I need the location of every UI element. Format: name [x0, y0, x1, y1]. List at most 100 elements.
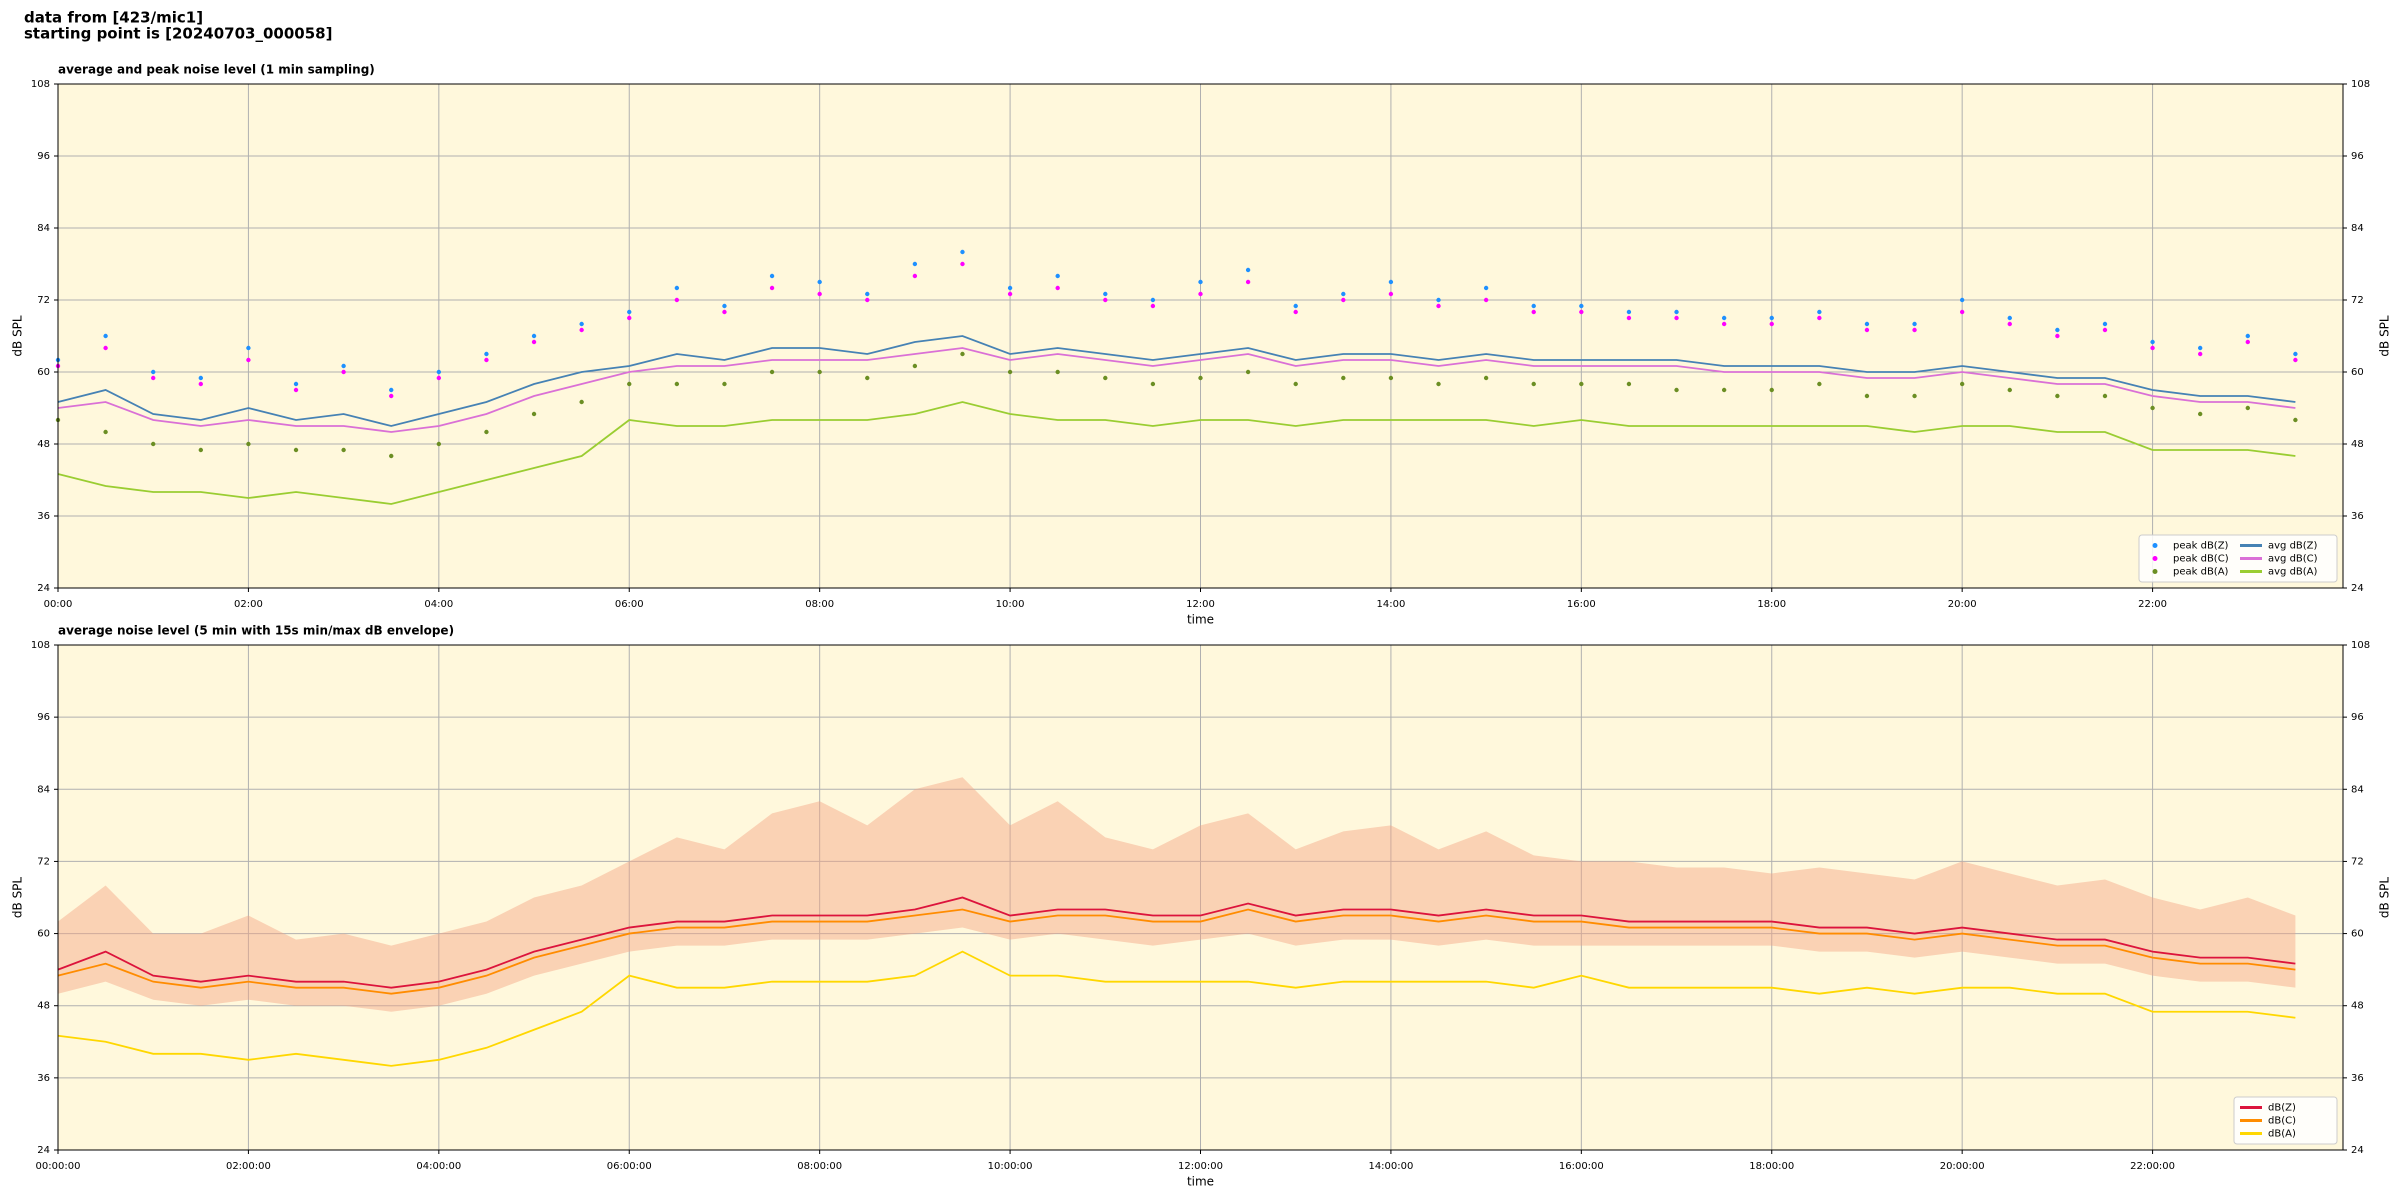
y-tick-label: 36	[37, 1073, 50, 1084]
peak-point	[674, 285, 680, 291]
y-tick-label: 24	[37, 1145, 50, 1156]
x-tick-label: 22:00:00	[2130, 1161, 2175, 1172]
peak-point	[579, 399, 584, 405]
peak-point	[341, 363, 346, 369]
peak-point	[1103, 291, 1108, 297]
peak-point	[1912, 327, 1917, 333]
series-line	[57, 950, 2296, 1067]
y-tick-label-right: 36	[2351, 511, 2364, 522]
series-line	[57, 335, 2296, 427]
peak-point	[1912, 321, 1917, 327]
peak-point	[1579, 303, 1584, 309]
peak-point	[1055, 273, 1060, 279]
peak-point	[1817, 309, 1822, 315]
peak-point	[1341, 291, 1346, 297]
peak-point	[1721, 387, 1727, 393]
peak-point	[436, 441, 442, 447]
peak-point	[484, 429, 489, 435]
x-tick-label: 16:00	[1567, 599, 1596, 610]
x-tick-label: 20:00	[1948, 599, 1977, 610]
x-tick-label: 16:00:00	[1559, 1161, 1604, 1172]
peak-point	[1483, 285, 1489, 291]
series-line	[57, 908, 2296, 995]
y-tick-label: 84	[37, 223, 50, 234]
peak-point	[389, 393, 394, 399]
peak-point	[151, 375, 156, 381]
peak-point	[1674, 315, 1679, 321]
x-tick-label: 14:00:00	[1368, 1161, 1413, 1172]
peak-point	[531, 339, 537, 345]
y-axis-label: dB SPL	[11, 315, 25, 357]
peak-point	[246, 441, 251, 447]
y-axis-label-right: dB SPL	[2378, 315, 2392, 357]
peak-point	[2245, 333, 2250, 339]
legend-label: avg dB(C)	[2268, 554, 2318, 565]
x-tick-label: 02:00:00	[226, 1161, 271, 1172]
peak-point	[246, 345, 251, 351]
peak-point	[1483, 297, 1489, 303]
peak-point	[2245, 339, 2250, 345]
peak-point	[1864, 321, 1870, 327]
peak-point	[912, 363, 918, 369]
peak-point	[198, 381, 204, 387]
peak-point	[436, 375, 442, 381]
peak-point	[389, 387, 394, 393]
peak-point	[1055, 369, 1060, 375]
peak-point	[1150, 381, 1156, 387]
peak-point	[1436, 303, 1441, 309]
plot-frame	[57, 83, 2344, 589]
peak-point	[1864, 327, 1870, 333]
peak-point	[531, 411, 537, 417]
peak-point	[293, 447, 299, 453]
y-tick-label-right: 48	[2351, 1001, 2364, 1012]
header-line: starting point is [20240703_000058]	[24, 25, 332, 43]
peak-point	[2197, 345, 2203, 351]
peak-point	[1912, 393, 1917, 399]
legend-label: avg dB(Z)	[2268, 541, 2318, 552]
peak-point	[1674, 309, 1679, 315]
peak-point	[1341, 375, 1346, 381]
peak-point	[817, 369, 822, 375]
peak-point	[2102, 393, 2108, 399]
y-tick-label: 72	[37, 856, 50, 867]
y-tick-label-right: 96	[2351, 151, 2364, 162]
legend-label: dB(A)	[2268, 1129, 2296, 1140]
peak-point	[1245, 369, 1251, 375]
peak-point	[627, 381, 632, 387]
peak-point	[1388, 375, 1394, 381]
peak-point	[1198, 291, 1203, 297]
peak-point	[103, 333, 108, 339]
peak-point	[1626, 309, 1632, 315]
peak-point	[151, 441, 156, 447]
peak-point	[1198, 375, 1203, 381]
peak-point	[1436, 297, 1441, 303]
peak-point	[2197, 411, 2203, 417]
y-axis-label: dB SPL	[11, 877, 25, 919]
peak-point	[1245, 279, 1251, 285]
peak-point	[1626, 315, 1632, 321]
legend-label: peak dB(Z)	[2173, 541, 2229, 552]
legend-marker	[2152, 569, 2158, 574]
subplot-title: average noise level (5 min with 15s min/…	[58, 624, 454, 638]
y-tick-label-right: 84	[2351, 784, 2364, 795]
peak-point	[865, 297, 870, 303]
x-tick-label: 18:00	[1757, 599, 1786, 610]
peak-point	[817, 279, 822, 285]
y-tick-label-right: 36	[2351, 1073, 2364, 1084]
x-axis-label: time	[1187, 1175, 1214, 1189]
y-tick-label-right: 108	[2351, 79, 2370, 90]
x-tick-label: 08:00:00	[797, 1161, 842, 1172]
peak-point	[198, 375, 204, 381]
peak-point	[484, 357, 489, 363]
peak-point	[2007, 321, 2012, 327]
y-tick-label-right: 72	[2351, 295, 2364, 306]
x-tick-label: 20:00:00	[1940, 1161, 1985, 1172]
peak-point	[627, 315, 632, 321]
subplot-title: average and peak noise level (1 min samp…	[58, 63, 375, 77]
x-tick-label: 14:00	[1377, 599, 1406, 610]
x-tick-label: 00:00	[44, 599, 73, 610]
peak-point	[2150, 345, 2155, 351]
y-tick-label-right: 24	[2351, 1145, 2364, 1156]
peak-point	[2007, 315, 2012, 321]
series-line	[57, 347, 2296, 433]
